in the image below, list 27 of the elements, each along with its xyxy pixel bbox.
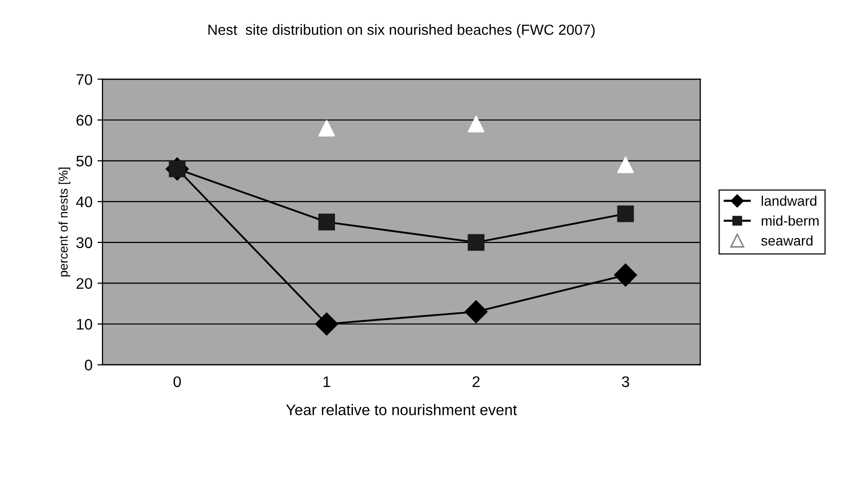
point (617, 156, 634, 174)
point (464, 300, 488, 324)
y-tick-label: 70 (76, 74, 92, 85)
y-tick-label: 10 (76, 318, 92, 330)
point (318, 214, 335, 230)
legend-label: mid-berm (762, 216, 819, 226)
point (468, 116, 484, 132)
x-tick-label: 2 (472, 376, 480, 387)
y-tick-label: 0 (84, 360, 92, 370)
point (468, 234, 484, 251)
y-tick-label: 60 (76, 114, 92, 126)
point (614, 264, 638, 287)
point (315, 312, 338, 336)
x-tick-label: 0 (174, 376, 181, 388)
x-axis-title: Year relative to nourishment event (286, 404, 517, 416)
x-tick-label: 3 (622, 376, 630, 388)
y-axis-title: percent of nests [%] (58, 168, 70, 276)
chart-title: Nest site distribution on six nourished beaches (FWC 2007) (208, 24, 595, 38)
y-tick-label: 30 (76, 237, 92, 248)
point (318, 120, 335, 136)
y-tick-label: 50 (76, 156, 92, 166)
y-tick-label: 40 (76, 196, 92, 208)
legend-label: seaward (761, 235, 812, 246)
y-tick-label: 20 (76, 278, 92, 289)
point (617, 206, 634, 222)
legend-label: landward (762, 196, 816, 206)
x-tick-label: 1 (324, 376, 330, 387)
